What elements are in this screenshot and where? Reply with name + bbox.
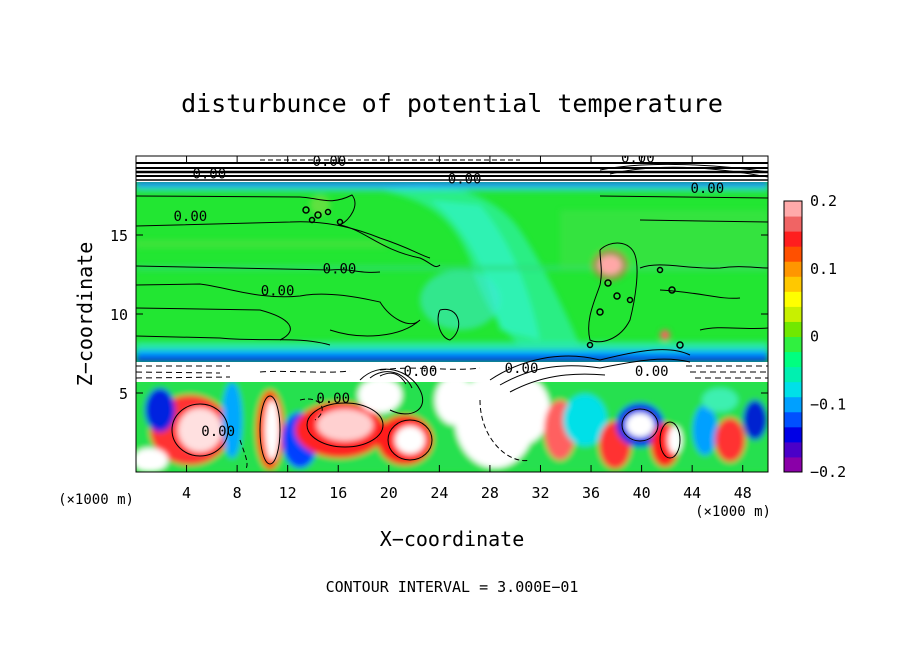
lower-contours <box>171 349 691 471</box>
contour-label: 0.00 <box>635 364 669 380</box>
x-unit-left: (×1000 m) <box>58 492 134 508</box>
contour-interval-note: CONTOUR INTERVAL = 3.000E−01 <box>326 578 579 596</box>
colorbar-swatch <box>784 411 802 428</box>
contour-label: 0.00 <box>505 361 539 377</box>
x-tick-label: 16 <box>329 484 347 502</box>
colorbar-swatch <box>784 261 802 277</box>
x-tick-label: 20 <box>380 484 398 502</box>
colorbar-swatch <box>784 231 802 247</box>
field-patches <box>136 181 768 472</box>
contour-label: 0.00 <box>261 283 295 299</box>
colorbar-tick-label: 0.2 <box>810 192 837 210</box>
x-tick-label: 40 <box>633 484 651 502</box>
x-tick-label: 28 <box>481 484 499 502</box>
colorbar-frame <box>783 200 803 473</box>
x-tick-label: 44 <box>683 484 701 502</box>
top-band-contours <box>136 159 768 181</box>
colorbar-tick-label: 0.1 <box>810 260 837 278</box>
colorbar-swatch <box>784 396 802 413</box>
x-tick-label: 8 <box>233 484 242 502</box>
colorbar-swatch <box>784 321 802 337</box>
x-tick-label: 24 <box>430 484 448 502</box>
colorbar-swatch <box>784 276 802 292</box>
colorbar-swatch <box>784 216 802 232</box>
x-tick-label: 36 <box>582 484 600 502</box>
colorbar-tick-label: −0.2 <box>810 463 846 481</box>
colorbar <box>784 201 802 473</box>
x-axis-label: X−coordinate <box>380 527 525 551</box>
z-tick-label: 5 <box>119 385 128 403</box>
chart-title: disturbunce of potential temperature <box>181 89 723 118</box>
x-tick-label: 12 <box>279 484 297 502</box>
x-tick-label: 32 <box>531 484 549 502</box>
colorbar-swatch <box>784 306 802 322</box>
contour-label: 0.00 <box>690 181 724 197</box>
contour-label: 0.00 <box>201 424 235 440</box>
contour-labels: 0.00 0.00 0.00 0.00 0.00 0.00 0.00 0.00 0.00 0.00… <box>173 151 724 440</box>
colorbar-swatch <box>784 291 802 307</box>
contour-label: 0.00 <box>192 167 226 183</box>
colorbar-swatch <box>784 246 802 262</box>
small-features <box>302 206 684 349</box>
contour-label: 0.00 <box>448 171 482 187</box>
colorbar-swatch <box>784 441 802 458</box>
contour-label: 0.00 <box>404 364 438 380</box>
plot-area: 0.00 0.00 0.00 0.00 0.00 0.00 0.00 0.00 0.00 0.00… <box>136 151 768 472</box>
x-axis-ticks: 4 8 12 16 20 24 28 32 36 40 44 48 <box>182 156 752 502</box>
colorbar-tick-label: 0 <box>810 328 819 346</box>
colorbar-swatch <box>784 456 802 473</box>
colorbar-swatch <box>784 201 802 217</box>
colorbar-swatch <box>784 426 802 443</box>
inversion-dashes <box>136 365 768 379</box>
contour-label: 0.00 <box>323 261 357 277</box>
colorbar-swatch <box>784 336 802 353</box>
x-tick-label: 48 <box>734 484 752 502</box>
x-unit-right: (×1000 m) <box>695 504 771 520</box>
z-tick-label: 10 <box>110 306 128 324</box>
z-tick-label: 15 <box>110 227 128 245</box>
colorbar-tick-label: −0.1 <box>810 395 846 413</box>
colorbar-swatch <box>784 351 802 368</box>
colorbar-swatch <box>784 366 802 383</box>
x-tick-label: 4 <box>182 484 191 502</box>
colorbar-ticks: 0.2 0.1 0 −0.1 −0.2 <box>810 192 846 481</box>
colorbar-swatch <box>784 381 802 398</box>
y-axis-label: Z−coordinate <box>73 242 97 387</box>
contour-label: 0.00 <box>621 151 655 167</box>
z-axis-ticks: 5 10 15 <box>110 227 768 403</box>
contour-label: 0.00 <box>173 209 207 225</box>
contour-label: 0.00 <box>316 391 350 407</box>
